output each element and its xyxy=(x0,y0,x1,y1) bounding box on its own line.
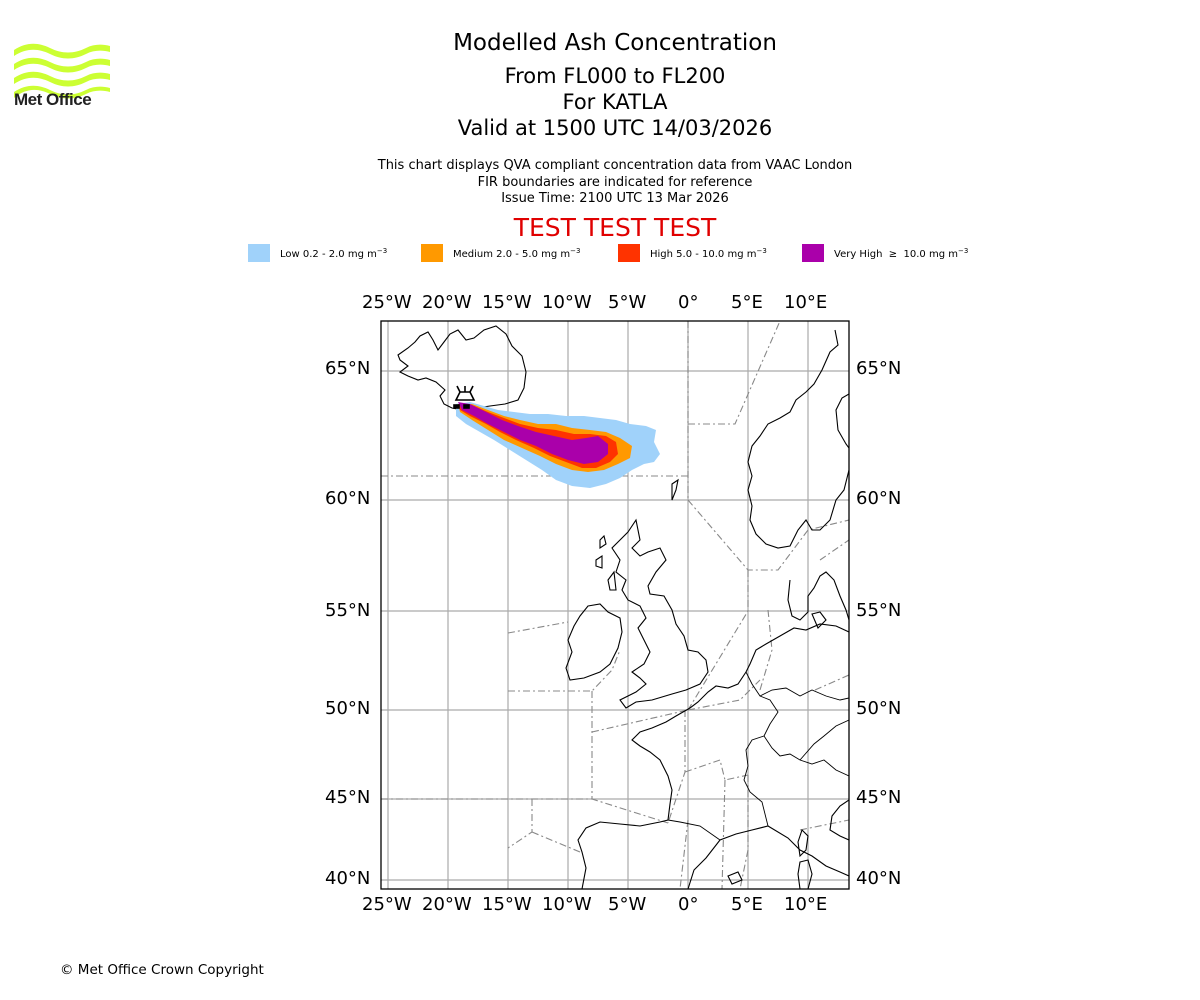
lon-label-top: 10°E xyxy=(784,292,828,313)
lat-label-right: 65°N xyxy=(856,358,902,379)
great-britain-coast xyxy=(611,518,709,709)
flight-level-range: From FL000 to FL200 xyxy=(504,64,726,88)
corsica-coast xyxy=(797,828,809,858)
issue-time: Issue Time: 2100 UTC 13 Mar 2026 xyxy=(501,191,729,206)
legend-label-medium: Medium 2.0 - 5.0 mg m−3 xyxy=(453,247,580,260)
legend-label-very-high: Very High ≥ 10.0 mg m−3 xyxy=(834,247,968,260)
lon-label-bottom: 5°E xyxy=(731,894,763,915)
denmark-coast xyxy=(787,571,849,621)
lon-label-top: 5°E xyxy=(731,292,763,313)
legend-label-low: Low 0.2 - 2.0 mg m−3 xyxy=(280,247,387,260)
lon-label-top: 5°W xyxy=(608,292,647,313)
volcano-name: For KATLA xyxy=(562,90,668,114)
legend-swatch-high xyxy=(618,244,640,262)
met-office-logo-waves-icon xyxy=(14,43,110,99)
coastlines xyxy=(397,325,849,889)
lat-label-left: 65°N xyxy=(325,358,371,379)
legend-exponent: −3 xyxy=(756,247,767,255)
subtitle-fir-note: FIR boundaries are indicated for referen… xyxy=(477,174,753,190)
fir-boundaries xyxy=(381,321,849,889)
copyright-notice: © Met Office Crown Copyright xyxy=(60,962,264,978)
volcano-icon xyxy=(453,385,476,409)
lat-label-right: 50°N xyxy=(856,698,902,719)
logo-text: Met Office xyxy=(14,90,92,109)
lat-label-right: 55°N xyxy=(856,600,902,621)
legend-exponent: −3 xyxy=(570,247,581,255)
sardinia-coast xyxy=(797,859,813,889)
legend-text: Low 0.2 - 2.0 mg m xyxy=(280,249,377,260)
legend-text: Very High ≥ 10.0 mg m xyxy=(834,249,958,260)
legend-swatch-medium xyxy=(421,244,443,262)
graticule xyxy=(381,321,849,889)
iceland-coast xyxy=(397,325,527,411)
lon-label-top: 10°W xyxy=(542,292,592,313)
lat-label-left: 45°N xyxy=(325,787,371,808)
lon-label-bottom: 15°W xyxy=(482,894,532,915)
test-banner: TEST TEST TEST xyxy=(513,213,717,242)
valid-time: Valid at 1500 UTC 14/03/2026 xyxy=(457,116,773,140)
lat-label-right: 45°N xyxy=(856,787,902,808)
lon-label-top: 15°W xyxy=(482,292,532,313)
legend-text: Medium 2.0 - 5.0 mg m xyxy=(453,249,571,260)
subtitle-block: This chart displays QVA compliant concen… xyxy=(0,158,1200,208)
legend-exponent: −3 xyxy=(957,247,969,255)
ireland-coast xyxy=(565,603,623,681)
lon-label-bottom: 5°W xyxy=(608,894,647,915)
lon-label-bottom: 20°W xyxy=(422,894,472,915)
legend-exponent: −3 xyxy=(376,247,388,255)
lat-label-left: 50°N xyxy=(325,698,371,719)
lon-label-bottom: 25°W xyxy=(362,894,412,915)
lon-label-bottom: 0° xyxy=(678,894,699,915)
ash-plume xyxy=(456,402,660,488)
continent-coast xyxy=(577,623,849,889)
lon-label-bottom: 10°W xyxy=(542,894,592,915)
legend-text: High 5.0 - 10.0 mg m xyxy=(650,249,757,260)
legend-swatch-very-high xyxy=(802,244,824,262)
lon-label-top: 0° xyxy=(678,292,699,313)
legend: Low 0.2 - 2.0 mg m−3 Medium 2.0 - 5.0 mg… xyxy=(0,244,1200,264)
norway-coast xyxy=(747,329,849,549)
lat-label-left: 55°N xyxy=(325,600,371,621)
lon-label-top: 20°W xyxy=(422,292,472,313)
legend-label-high: High 5.0 - 10.0 mg m−3 xyxy=(650,247,767,260)
legend-swatch-low xyxy=(248,244,270,262)
map-frame xyxy=(380,320,850,890)
lat-label-left: 40°N xyxy=(325,868,371,889)
shetland-coast xyxy=(671,478,679,501)
lon-label-top: 25°W xyxy=(362,292,412,313)
chart-title: Modelled Ash Concentration xyxy=(453,30,777,56)
lat-label-left: 60°N xyxy=(325,488,371,509)
lat-label-right: 60°N xyxy=(856,488,902,509)
subtitle-description: This chart displays QVA compliant concen… xyxy=(377,158,853,173)
lat-label-right: 40°N xyxy=(856,868,902,889)
lon-label-bottom: 10°E xyxy=(784,894,828,915)
ash-very-high xyxy=(458,402,608,464)
